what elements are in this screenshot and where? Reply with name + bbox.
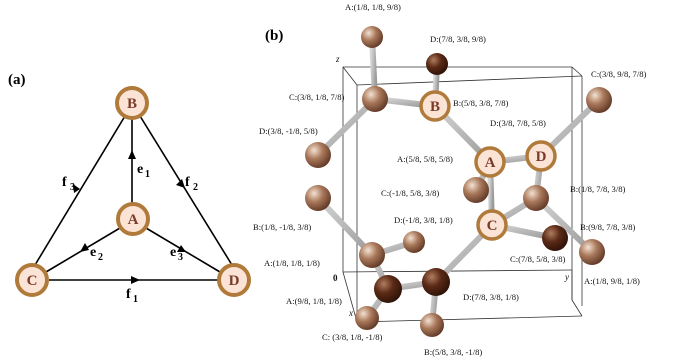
coordinate-labels: A:(1/8, 1/8, 9/8) D:(7/8, 3/8, 9/8) C:(3… bbox=[253, 2, 647, 357]
atoms: B A D C bbox=[305, 26, 612, 337]
label-f2-base: f bbox=[185, 175, 190, 190]
coord-c-378: C:(3/8, 9/8, 7/8) bbox=[591, 69, 647, 79]
atom-c-far-right bbox=[586, 87, 612, 113]
label-f3: f 3 bbox=[62, 175, 75, 193]
atom-b-bottom bbox=[420, 313, 444, 337]
atom-b-right bbox=[523, 185, 549, 211]
coord-b-bottom: B:(5/8, 3/8, -1/8) bbox=[424, 347, 482, 357]
highlight-d: D bbox=[525, 140, 557, 172]
panel-a: (a) B A C D bbox=[8, 72, 251, 305]
node-c-label: C bbox=[27, 273, 38, 289]
coord-d-bottom: D:(7/8, 3/8, 1/8) bbox=[463, 292, 519, 302]
coord-b-far-right: B:(9/8, 7/8, 3/8) bbox=[580, 222, 636, 232]
atom-d-left bbox=[305, 142, 331, 168]
atom-c-top-left bbox=[362, 86, 388, 112]
coord-c-bottom: C: (3/8, 1/8, -1/8) bbox=[322, 332, 383, 342]
node-a-label: A bbox=[128, 212, 139, 228]
coord-d-center: D:(-1/8, 3/8, 1/8) bbox=[394, 215, 453, 225]
label-e1-sub: 1 bbox=[145, 169, 150, 180]
panel-a-label: (a) bbox=[8, 72, 26, 88]
coord-c-318: C:(3/8, 1/8, 7/8) bbox=[289, 92, 345, 102]
label-e1-base: e bbox=[137, 162, 143, 177]
label-f2-sub: 2 bbox=[193, 182, 198, 193]
highlight-d-label: D bbox=[536, 149, 547, 165]
axis-y-label: y bbox=[564, 272, 569, 282]
label-f1: f 1 bbox=[126, 287, 138, 305]
atom-d-center bbox=[403, 231, 425, 253]
edge-f3 bbox=[34, 115, 126, 266]
highlight-b-label: B bbox=[430, 99, 440, 115]
coord-a-highlight: A:(5/8, 5/8, 5/8) bbox=[397, 154, 453, 164]
atom-c-bottom bbox=[355, 306, 379, 330]
atom-a-bottom bbox=[374, 275, 402, 303]
label-e3: e 3 bbox=[170, 245, 183, 263]
coord-b-highlight: B:(5/8, 3/8, 7/8) bbox=[453, 98, 509, 108]
label-f2: f 2 bbox=[185, 175, 198, 193]
arrow-f2 bbox=[176, 179, 185, 188]
label-f3-sub: 3 bbox=[70, 182, 75, 193]
coord-a-left: A:(1/8, 1/8, 1/8) bbox=[264, 258, 320, 268]
atom-a-top bbox=[361, 26, 383, 48]
arrow-f1 bbox=[131, 276, 140, 284]
atom-a-right bbox=[579, 239, 605, 265]
coord-d-highlight: D:(3/8, 7/8, 5/8) bbox=[490, 118, 546, 128]
label-f3-base: f bbox=[62, 175, 67, 190]
coord-b-left: B:(1/8, -1/8, 3/8) bbox=[253, 222, 311, 232]
coord-b-right: B:(1/8, 7/8, 3/8) bbox=[570, 184, 626, 194]
highlight-c: C bbox=[476, 209, 508, 241]
arrow-f3 bbox=[73, 184, 80, 193]
atom-c-left bbox=[463, 177, 489, 203]
arrow-e2 bbox=[80, 243, 89, 252]
label-f1-base: f bbox=[126, 287, 131, 302]
atom-b-left bbox=[305, 185, 331, 211]
label-e3-sub: 3 bbox=[178, 252, 183, 263]
bonds bbox=[315, 34, 602, 328]
node-b-label: B bbox=[127, 96, 137, 112]
axis-x-label: x bbox=[348, 308, 353, 318]
coord-a-bottom: A:(9/8, 1/8, 1/8) bbox=[286, 296, 342, 306]
highlight-a: A bbox=[474, 146, 506, 178]
panel-b: (b) z y x 0 bbox=[253, 2, 647, 357]
arrow-e1 bbox=[128, 150, 136, 159]
arrow-e3 bbox=[177, 245, 186, 252]
label-e2-sub: 2 bbox=[98, 252, 103, 263]
edge-f2 bbox=[139, 115, 233, 266]
label-e1: e 1 bbox=[137, 162, 150, 180]
coord-c-highlight: C:(7/8, 5/8, 3/8) bbox=[510, 254, 566, 264]
node-d-label: D bbox=[229, 273, 240, 289]
coord-d-left: D:(3/8, -1/8, 5/8) bbox=[259, 126, 318, 136]
highlight-a-label: A bbox=[485, 155, 496, 171]
coord-d-top: D:(7/8, 3/8, 9/8) bbox=[430, 34, 486, 44]
highlight-c-label: C bbox=[487, 218, 498, 234]
atom-d-bottom bbox=[422, 268, 450, 296]
panel-b-label: (b) bbox=[265, 28, 283, 44]
label-e2-base: e bbox=[90, 245, 96, 260]
label-e3-base: e bbox=[170, 245, 176, 260]
coord-c-left: C:(-1/8, 5/8, 3/8) bbox=[381, 188, 439, 198]
label-f1-sub: 1 bbox=[133, 294, 138, 305]
axis-z-label: z bbox=[335, 54, 340, 64]
node-b: B bbox=[115, 86, 149, 120]
atom-a-left bbox=[359, 242, 385, 268]
node-c: C bbox=[15, 263, 49, 297]
coord-a-top: A:(1/8, 1/8, 9/8) bbox=[345, 2, 401, 12]
label-e2: e 2 bbox=[90, 245, 103, 263]
node-a: A bbox=[116, 202, 150, 236]
coord-a-right: A:(1/8, 9/8, 1/8) bbox=[584, 276, 640, 286]
atom-b-far-right bbox=[542, 225, 568, 251]
origin-label: 0 bbox=[333, 273, 338, 283]
node-d: D bbox=[217, 263, 251, 297]
atom-d-top bbox=[426, 53, 448, 75]
highlight-b: B bbox=[419, 90, 451, 122]
